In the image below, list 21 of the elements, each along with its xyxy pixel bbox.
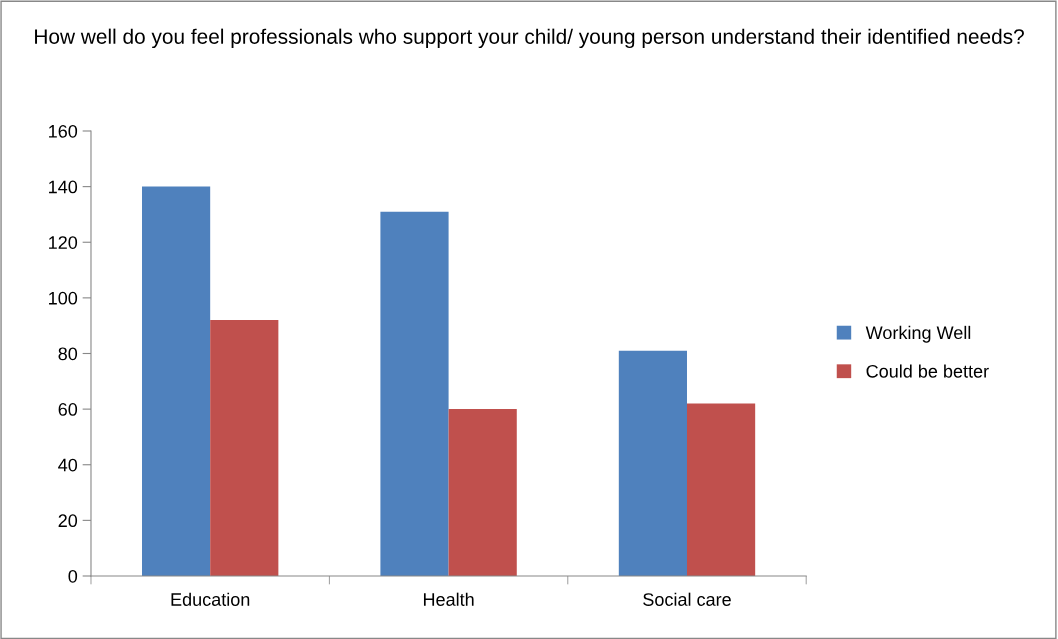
y-tick-label: 40 (58, 458, 78, 472)
bar (448, 409, 517, 576)
x-tick-label: Health (423, 592, 474, 606)
bar (618, 350, 687, 576)
y-tick-label: 20 (58, 514, 78, 528)
bar (686, 403, 756, 576)
legend-label: Working Well (865, 325, 971, 343)
legend-label: Could be better (866, 364, 989, 378)
y-tick-label: 120 (49, 236, 78, 249)
bar (210, 320, 279, 576)
y-tick-label: 80 (58, 347, 78, 361)
y-tick-label: 100 (49, 291, 78, 305)
bar (380, 211, 449, 576)
x-tick-label: Education (171, 592, 250, 606)
x-tick-label: Social care (643, 592, 731, 606)
bar (142, 186, 211, 576)
y-tick-label: 160 (49, 124, 78, 138)
y-tick-label: 60 (58, 403, 78, 416)
y-tick-label: 0 (68, 569, 78, 583)
y-tick-label: 140 (49, 180, 78, 194)
chart-title: How well do you feel professionals who support your child/ young person understand their identified needs? (35, 28, 1024, 49)
